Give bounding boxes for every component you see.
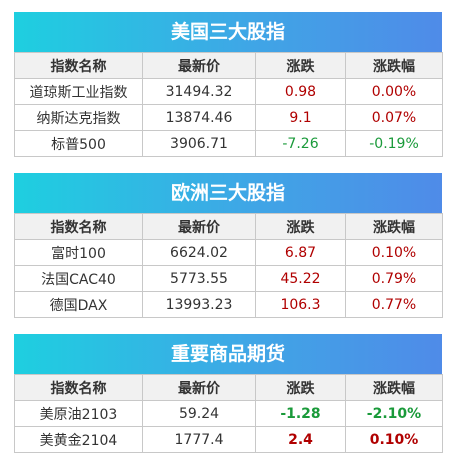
block-title: 欧洲三大股指 — [14, 173, 442, 213]
data-cell: 1777.4 — [142, 426, 256, 453]
data-cell: -7.26 — [255, 130, 346, 157]
header-cell: 涨跌 — [255, 213, 346, 240]
header-cell: 涨跌幅 — [345, 374, 443, 401]
data-cell: 45.22 — [255, 265, 346, 292]
data-cell: 0.98 — [255, 78, 346, 105]
data-cell: 美原油2103 — [14, 400, 143, 427]
data-row: 标普500 3906.71 -7.26 -0.19% — [14, 130, 443, 157]
quote-table: 指数名称 最新价 涨跌 涨跌幅 富时100 6624.02 6.87 0.10% 法国CAC40… — [14, 213, 443, 318]
data-cell: -0.19% — [345, 130, 443, 157]
block-title: 重要商品期货 — [14, 334, 442, 374]
data-cell: 2.4 — [255, 426, 346, 453]
data-row: 道琼斯工业指数 31494.32 0.98 0.00% — [14, 78, 443, 105]
data-cell: 纳斯达克指数 — [14, 104, 143, 131]
data-cell: 5773.55 — [142, 265, 256, 292]
header-cell: 最新价 — [142, 374, 256, 401]
header-cell: 涨跌幅 — [345, 52, 443, 79]
header-cell: 涨跌幅 — [345, 213, 443, 240]
data-cell: 13993.23 — [142, 291, 256, 318]
block-title: 美国三大股指 — [14, 12, 442, 52]
data-cell: 13874.46 — [142, 104, 256, 131]
data-cell: 106.3 — [255, 291, 346, 318]
quote-block: 美国三大股指 指数名称 最新价 涨跌 涨跌幅 道琼斯工业指数 31494.32 0.98 0.0… — [14, 12, 443, 157]
quote-block: 欧洲三大股指 指数名称 最新价 涨跌 涨跌幅 富时100 6624.02 6.87 0.10% 法… — [14, 173, 443, 318]
data-cell: 标普500 — [14, 130, 143, 157]
quote-table: 指数名称 最新价 涨跌 涨跌幅 美原油2103 59.24 -1.28 -2.10% 美黄金21… — [14, 374, 443, 453]
data-cell: 6624.02 — [142, 239, 256, 266]
quote-table: 指数名称 最新价 涨跌 涨跌幅 道琼斯工业指数 31494.32 0.98 0.00% 纳斯达克… — [14, 52, 443, 157]
header-cell: 指数名称 — [14, 52, 143, 79]
data-row: 美黄金2104 1777.4 2.4 0.10% — [14, 426, 443, 453]
data-cell: 0.07% — [345, 104, 443, 131]
data-cell: 富时100 — [14, 239, 143, 266]
data-row: 德国DAX 13993.23 106.3 0.77% — [14, 291, 443, 318]
data-cell: 法国CAC40 — [14, 265, 143, 292]
data-cell: 31494.32 — [142, 78, 256, 105]
data-cell: 0.10% — [345, 239, 443, 266]
data-cell: 0.77% — [345, 291, 443, 318]
data-cell: 0.00% — [345, 78, 443, 105]
header-cell: 最新价 — [142, 213, 256, 240]
data-row: 美原油2103 59.24 -1.28 -2.10% — [14, 400, 443, 427]
header-cell: 最新价 — [142, 52, 256, 79]
data-cell: 美黄金2104 — [14, 426, 143, 453]
quote-block: 重要商品期货 指数名称 最新价 涨跌 涨跌幅 美原油2103 59.24 -1.28 -2.10… — [14, 334, 443, 453]
data-row: 纳斯达克指数 13874.46 9.1 0.07% — [14, 104, 443, 131]
data-cell: 3906.71 — [142, 130, 256, 157]
header-row: 指数名称 最新价 涨跌 涨跌幅 — [14, 374, 443, 401]
header-cell: 涨跌 — [255, 374, 346, 401]
data-cell: 道琼斯工业指数 — [14, 78, 143, 105]
header-row: 指数名称 最新价 涨跌 涨跌幅 — [14, 213, 443, 240]
data-cell: 0.10% — [345, 426, 443, 453]
data-cell: 0.79% — [345, 265, 443, 292]
data-cell: -1.28 — [255, 400, 346, 427]
header-cell: 指数名称 — [14, 213, 143, 240]
data-cell: 德国DAX — [14, 291, 143, 318]
data-cell: 59.24 — [142, 400, 256, 427]
data-cell: -2.10% — [345, 400, 443, 427]
header-row: 指数名称 最新价 涨跌 涨跌幅 — [14, 52, 443, 79]
data-cell: 6.87 — [255, 239, 346, 266]
data-cell: 9.1 — [255, 104, 346, 131]
header-cell: 指数名称 — [14, 374, 143, 401]
data-row: 法国CAC40 5773.55 45.22 0.79% — [14, 265, 443, 292]
header-cell: 涨跌 — [255, 52, 346, 79]
data-row: 富时100 6624.02 6.87 0.10% — [14, 239, 443, 266]
